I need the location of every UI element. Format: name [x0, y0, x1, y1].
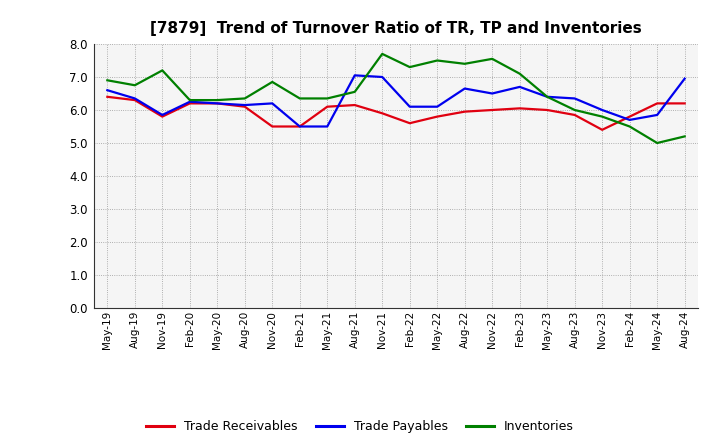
Trade Payables	[516, 84, 524, 90]
Trade Receivables	[268, 124, 276, 129]
Inventories	[433, 58, 441, 63]
Inventories	[516, 71, 524, 76]
Trade Payables	[378, 74, 387, 80]
Trade Payables	[213, 101, 222, 106]
Trade Payables	[488, 91, 497, 96]
Trade Payables	[598, 107, 606, 113]
Trade Payables	[323, 124, 332, 129]
Trade Receivables	[130, 97, 139, 103]
Trade Receivables	[680, 101, 689, 106]
Trade Receivables	[516, 106, 524, 111]
Trade Payables	[240, 103, 249, 108]
Trade Receivables	[653, 101, 662, 106]
Inventories	[213, 97, 222, 103]
Inventories	[570, 107, 579, 113]
Trade Payables	[460, 86, 469, 91]
Trade Payables	[130, 96, 139, 101]
Inventories	[626, 124, 634, 129]
Inventories	[405, 64, 414, 70]
Trade Receivables	[213, 101, 222, 106]
Inventories	[130, 83, 139, 88]
Line: Trade Receivables: Trade Receivables	[107, 97, 685, 130]
Trade Payables	[186, 99, 194, 104]
Trade Payables	[405, 104, 414, 109]
Inventories	[598, 114, 606, 119]
Trade Payables	[268, 101, 276, 106]
Legend: Trade Receivables, Trade Payables, Inventories: Trade Receivables, Trade Payables, Inven…	[141, 415, 579, 438]
Inventories	[323, 96, 332, 101]
Trade Receivables	[323, 104, 332, 109]
Trade Receivables	[295, 124, 304, 129]
Trade Receivables	[405, 121, 414, 126]
Trade Payables	[103, 88, 112, 93]
Inventories	[351, 89, 359, 95]
Line: Inventories: Inventories	[107, 54, 685, 143]
Inventories	[103, 77, 112, 83]
Trade Payables	[433, 104, 441, 109]
Trade Payables	[653, 112, 662, 117]
Trade Receivables	[460, 109, 469, 114]
Trade Payables	[680, 76, 689, 81]
Trade Payables	[543, 94, 552, 99]
Inventories	[460, 61, 469, 66]
Trade Receivables	[240, 104, 249, 109]
Trade Receivables	[598, 127, 606, 132]
Inventories	[240, 96, 249, 101]
Trade Receivables	[543, 107, 552, 113]
Inventories	[158, 68, 166, 73]
Inventories	[268, 79, 276, 84]
Inventories	[186, 97, 194, 103]
Trade Payables	[570, 96, 579, 101]
Trade Receivables	[433, 114, 441, 119]
Title: [7879]  Trend of Turnover Ratio of TR, TP and Inventories: [7879] Trend of Turnover Ratio of TR, TP…	[150, 21, 642, 36]
Inventories	[653, 140, 662, 146]
Trade Receivables	[488, 107, 497, 113]
Trade Payables	[351, 73, 359, 78]
Trade Payables	[158, 112, 166, 117]
Trade Receivables	[103, 94, 112, 99]
Trade Payables	[295, 124, 304, 129]
Inventories	[378, 51, 387, 56]
Trade Receivables	[570, 112, 579, 117]
Inventories	[488, 56, 497, 62]
Trade Receivables	[378, 110, 387, 116]
Line: Trade Payables: Trade Payables	[107, 75, 685, 127]
Trade Receivables	[626, 114, 634, 119]
Trade Receivables	[186, 101, 194, 106]
Inventories	[295, 96, 304, 101]
Inventories	[680, 134, 689, 139]
Trade Payables	[626, 117, 634, 122]
Inventories	[543, 94, 552, 99]
Trade Receivables	[351, 103, 359, 108]
Trade Receivables	[158, 114, 166, 119]
